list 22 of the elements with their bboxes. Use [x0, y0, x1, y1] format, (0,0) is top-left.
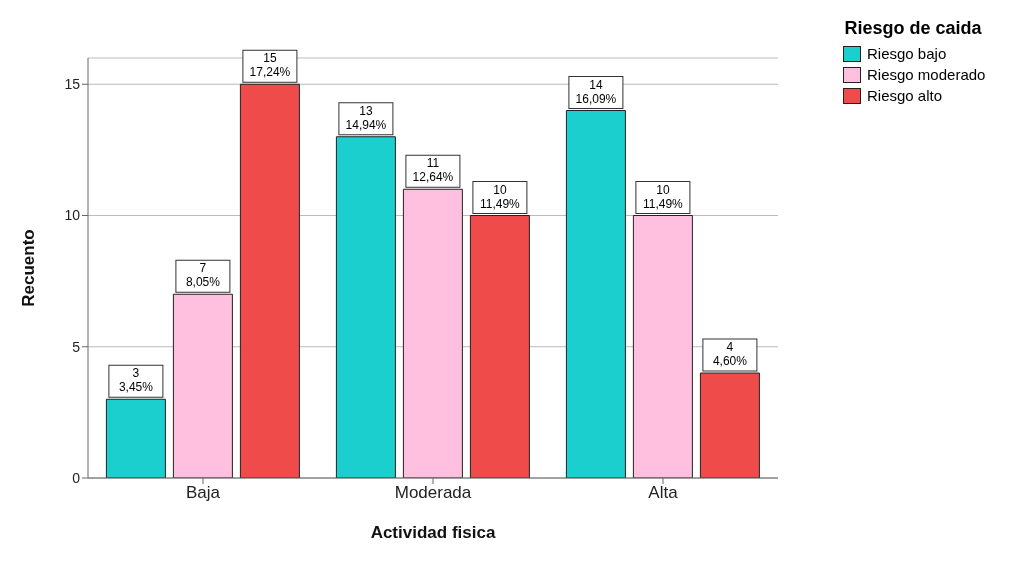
y-tick-label: 5	[72, 338, 81, 355]
data-label: 13 14,94%	[345, 103, 387, 132]
data-label: 11 12,64%	[412, 156, 454, 185]
data-label: 10 11,49%	[479, 182, 521, 211]
data-label: 3 3,45%	[118, 366, 154, 395]
legend-label: Riesgo alto	[867, 87, 943, 104]
x-axis-title: Actividad fisica	[370, 523, 496, 542]
data-label: 15 17,24%	[249, 51, 291, 80]
x-tick-label: Baja	[185, 483, 221, 503]
data-label: 10 11,49%	[642, 182, 684, 211]
data-label: 7 8,05%	[185, 261, 221, 290]
x-tick-label: Moderada	[394, 483, 472, 503]
y-tick-label: 10	[64, 207, 81, 224]
y-tick-label: 15	[64, 76, 81, 93]
legend-title: Riesgo de caida	[843, 18, 983, 39]
data-label: 4 4,60%	[712, 340, 748, 368]
x-tick-label: Alta	[648, 483, 679, 503]
legend-label: Riesgo moderado	[867, 66, 986, 83]
legend-label: Riesgo bajo	[867, 45, 947, 62]
y-tick-label: 0	[72, 469, 81, 486]
data-label: 14 16,09%	[575, 77, 617, 106]
y-axis-title: Recuento	[19, 229, 39, 307]
